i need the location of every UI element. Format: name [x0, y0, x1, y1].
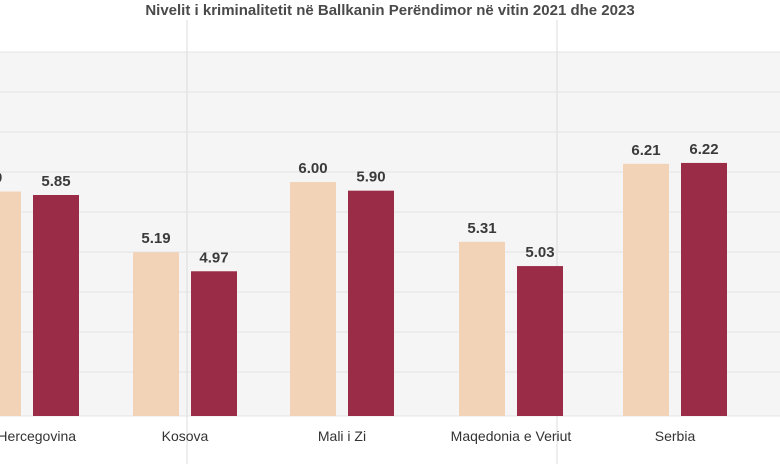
bar-value-label: 5.85: [41, 173, 70, 190]
bar-value-label: 6.00: [298, 160, 327, 177]
bar: [191, 271, 237, 416]
bar: [459, 241, 505, 416]
bar-value-label: 9: [0, 170, 2, 187]
bar: [517, 266, 563, 416]
x-tick-label: Kosova: [162, 428, 209, 444]
bar: [33, 195, 79, 416]
bar-value-label: 5.31: [467, 220, 496, 237]
bar: [623, 163, 669, 416]
bar-value-label: 6.21: [631, 142, 660, 159]
bar-value-label: 6.22: [689, 141, 718, 158]
chart-title: Nivelit i kriminalitetit në Ballkanin Pe…: [145, 2, 635, 19]
bar-value-label: 5.03: [525, 244, 554, 261]
bar-value-label: 5.19: [141, 230, 170, 247]
bar: [290, 182, 336, 416]
bar: [133, 252, 179, 416]
x-tick-label: Maqedonia e Veriut: [451, 428, 572, 444]
bar: [0, 191, 21, 416]
bar-value-label: 5.90: [356, 169, 385, 186]
x-axis-ticks: he Hercegovina Kosova Mali i Zi Maqedonia e…: [0, 428, 695, 444]
bar: [681, 162, 727, 416]
x-tick-label: Serbia: [655, 428, 696, 444]
bar: [348, 190, 394, 416]
x-tick-label: Mali i Zi: [318, 428, 366, 444]
bar-labels: 9 5.85 5.19 4.97 6.00 5.90 5.31 5.03 6.21 6.22: [0, 141, 719, 266]
bars: [0, 162, 727, 416]
x-tick-label: he Hercegovina: [0, 428, 76, 444]
bar-value-label: 4.97: [199, 249, 228, 266]
